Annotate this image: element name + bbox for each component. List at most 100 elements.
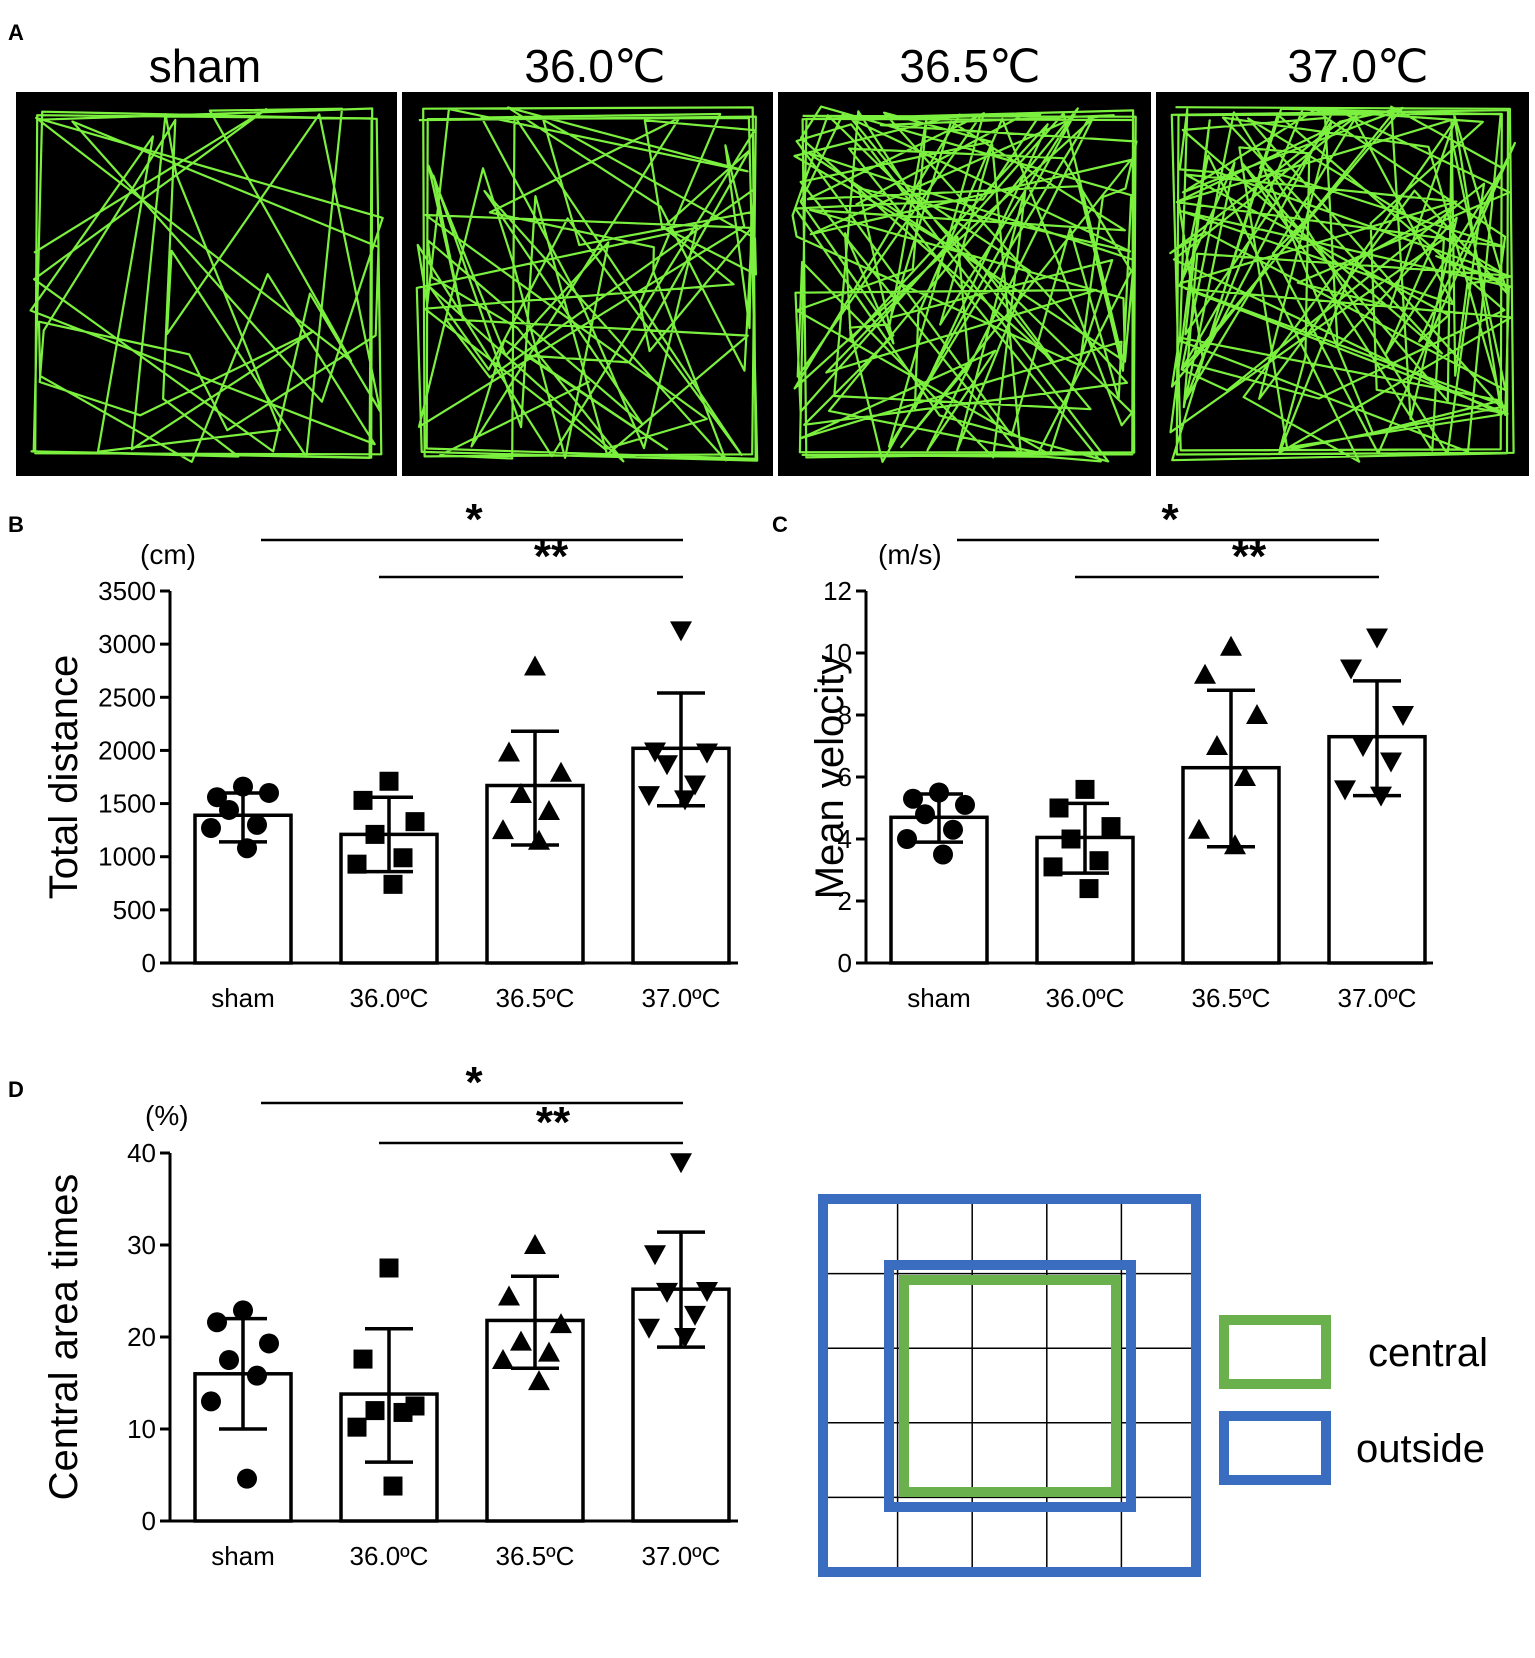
data-point-365c	[1234, 766, 1256, 786]
central-zone-border	[899, 1275, 1121, 1497]
y-tick-label: 6	[838, 762, 852, 792]
movement-track-36-5	[791, 105, 1138, 463]
data-point-sham	[233, 1300, 253, 1321]
data-point-360c	[353, 790, 373, 810]
data-point-sham	[237, 838, 257, 859]
panel-a: A sham 36.0℃ 36.5℃ 37.0℃	[8, 20, 1529, 476]
data-point-360c	[393, 848, 413, 868]
x-tick-label-360c: 36.0ºC	[1046, 983, 1125, 1013]
data-point-360c	[365, 824, 385, 844]
legend-label-outside: outside	[1356, 1427, 1485, 1471]
y-tick-label: 3000	[98, 629, 156, 659]
data-point-370c	[656, 755, 678, 776]
data-point-360c	[1089, 851, 1109, 871]
data-point-360c	[1079, 879, 1099, 899]
y-tick-label: 1000	[98, 842, 156, 872]
panel-letter-c: C	[772, 512, 788, 537]
y-tick-label: 12	[823, 576, 852, 606]
data-point-370c	[670, 1153, 692, 1174]
data-point-sham	[219, 799, 239, 820]
chart-c-mean-velocity: 0 2 4 6 8 10 12 (m/s) Mean velocity sham 36.0ºC 36.…	[808, 495, 1433, 1013]
condition-title-36-5: 36.5℃	[899, 40, 1040, 92]
data-point-360c	[1049, 798, 1069, 818]
significance-label: *	[465, 495, 483, 544]
legend-swatch-outside	[1219, 1411, 1331, 1485]
y-axis-label: Mean velocity	[808, 655, 852, 900]
data-point-365c	[528, 829, 550, 850]
data-point-370c	[1334, 780, 1356, 801]
chart-d-central-area-times: 0 10 20 30 40 (%) Central area times sham 36.0ºC…	[42, 1058, 738, 1571]
data-point-360c	[1043, 857, 1063, 877]
movement-track-sham	[29, 107, 384, 463]
data-point-365c	[538, 1341, 560, 1362]
data-point-370c	[656, 1282, 678, 1303]
data-point-sham	[943, 819, 963, 840]
y-tick-label: 4	[838, 824, 852, 854]
y-tick-label: 2500	[98, 682, 156, 712]
significance-label: **	[1232, 532, 1267, 581]
data-point-sham	[201, 1391, 221, 1412]
y-tick-label: 10	[127, 1414, 156, 1444]
data-point-sham	[903, 788, 923, 809]
y-unit-label: (m/s)	[878, 539, 942, 570]
data-point-sham	[955, 794, 975, 815]
data-point-365c	[524, 1234, 546, 1254]
y-tick-label: 8	[838, 700, 852, 730]
data-point-360c	[383, 874, 403, 894]
significance-label: *	[1161, 495, 1179, 544]
data-point-360c	[365, 1401, 385, 1421]
condition-title-sham: sham	[149, 40, 261, 92]
data-point-365c	[1194, 663, 1216, 684]
data-point-365c	[550, 1313, 572, 1334]
x-tick-label-365c: 36.5ºC	[496, 1541, 575, 1571]
y-tick-label: 0	[838, 948, 852, 978]
data-point-370c	[696, 743, 718, 764]
y-tick-label: 40	[127, 1138, 156, 1168]
movement-track-37-0	[1169, 105, 1517, 463]
data-point-370c	[684, 1305, 706, 1326]
data-point-365c	[1206, 735, 1228, 755]
data-point-365c	[524, 655, 546, 676]
data-point-370c	[1366, 628, 1388, 649]
data-point-370c	[644, 742, 666, 763]
y-tick-label: 0	[142, 948, 156, 978]
data-point-360c	[353, 1349, 373, 1369]
data-point-365c	[550, 761, 572, 782]
panel-letter-a: A	[8, 20, 24, 45]
x-tick-label-360c: 36.0ºC	[350, 983, 429, 1013]
data-point-sham	[247, 814, 267, 835]
data-point-sham	[259, 782, 279, 803]
significance-label: **	[536, 1098, 571, 1147]
data-point-sham	[933, 844, 953, 865]
data-point-sham	[929, 782, 949, 803]
significance-label: **	[534, 532, 569, 581]
y-unit-label: (%)	[145, 1100, 189, 1131]
chart-b-total-distance: 0 500 1000 1500 2000 2500 3000 3500 (cm) Total di…	[42, 495, 738, 1013]
data-point-370c	[638, 786, 660, 807]
x-tick-label-370c: 37.0ºC	[642, 983, 721, 1013]
panel-letter-b: B	[8, 512, 24, 537]
data-point-sham	[237, 1468, 257, 1489]
x-tick-label-sham: sham	[211, 983, 275, 1013]
y-axis-label: Total distance	[42, 655, 86, 900]
y-unit-label: (cm)	[140, 539, 196, 570]
data-point-360c	[1075, 779, 1095, 799]
data-point-370c	[1370, 786, 1392, 807]
arena-sham	[16, 92, 397, 476]
data-point-370c	[674, 1328, 696, 1348]
data-point-370c	[696, 1282, 718, 1302]
data-point-360c	[1061, 829, 1081, 849]
data-point-370c	[670, 621, 692, 642]
data-point-sham	[915, 804, 935, 825]
arena-grid	[823, 1199, 1196, 1572]
data-point-360c	[347, 1417, 367, 1437]
data-point-365c	[1220, 635, 1242, 656]
data-point-370c	[1380, 752, 1402, 773]
x-tick-label-370c: 37.0ºC	[642, 1541, 721, 1571]
data-point-365c	[498, 741, 520, 762]
data-point-370c	[1392, 706, 1414, 726]
y-axis-label: Central area times	[42, 1174, 86, 1501]
y-tick-label: 0	[142, 1506, 156, 1536]
data-point-365c	[492, 819, 514, 840]
